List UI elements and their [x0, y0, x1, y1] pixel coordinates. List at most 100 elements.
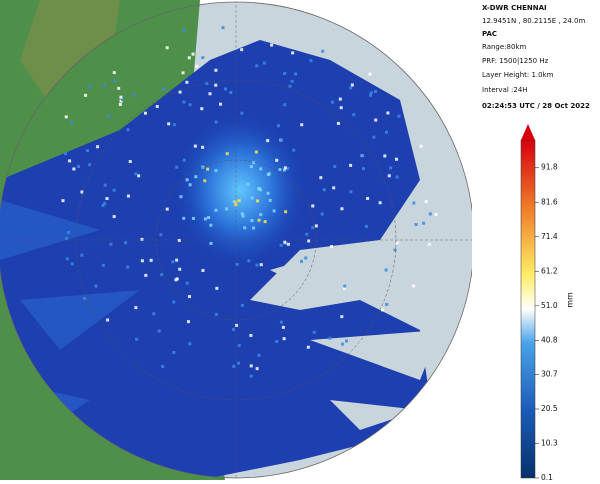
speckle [134, 172, 138, 176]
speckle [259, 213, 263, 217]
speckle [397, 114, 401, 118]
speckle [283, 103, 287, 107]
speckle [424, 200, 428, 204]
speckle [103, 201, 107, 205]
speckle [179, 195, 183, 199]
speckle [339, 106, 343, 110]
speckle [247, 259, 251, 263]
speckle [64, 237, 68, 241]
speckle [68, 159, 72, 163]
speckle [229, 91, 233, 95]
speckle [193, 144, 197, 148]
speckle [279, 138, 283, 142]
speckle [257, 218, 261, 222]
speckle [188, 103, 192, 107]
speckle [292, 148, 296, 152]
speckle [119, 95, 123, 99]
speckle [225, 152, 229, 156]
speckle [167, 122, 171, 126]
echo-area-light [0, 200, 140, 440]
speckle [282, 168, 286, 172]
speckle [343, 284, 347, 288]
speckle [84, 93, 88, 97]
speckle [279, 243, 283, 247]
speckle [362, 167, 366, 171]
speckle [160, 273, 164, 277]
speckle [314, 224, 318, 228]
speckle [427, 242, 431, 246]
speckle [103, 83, 107, 87]
speckle [214, 83, 218, 87]
speckle [144, 273, 148, 277]
speckle [208, 92, 212, 96]
colorbar-tick-label: 61.2 [541, 266, 558, 275]
speckle [320, 212, 324, 216]
speckle [332, 186, 336, 190]
map [0, 0, 472, 480]
speckle [214, 312, 218, 316]
speckle [214, 120, 218, 124]
speckle [272, 209, 276, 213]
speckle [254, 150, 258, 154]
speckle [240, 111, 244, 115]
speckle [155, 104, 159, 108]
speckle [384, 268, 388, 272]
speckle [319, 176, 323, 180]
speckle [267, 172, 271, 176]
speckle [364, 224, 368, 228]
speckle [112, 71, 116, 75]
speckle [288, 84, 292, 88]
speckle [236, 361, 240, 365]
timestamp: 02:24:53 UTC / 28 Oct 2022 [482, 102, 590, 110]
speckle [312, 330, 316, 334]
speckle [178, 90, 182, 94]
echo-core [170, 110, 310, 270]
speckle [162, 87, 166, 91]
speckle [209, 241, 213, 245]
speckle [250, 196, 254, 200]
speckle [395, 241, 399, 245]
speckle [422, 221, 426, 225]
speckle [307, 239, 311, 243]
speckle [243, 226, 247, 230]
speckle [225, 207, 229, 211]
speckle [215, 286, 219, 290]
speckle [256, 199, 260, 203]
speckle [368, 72, 372, 76]
speckle [128, 160, 132, 164]
speckle [349, 86, 353, 90]
speckle [369, 91, 373, 95]
speckle [64, 115, 68, 119]
speckle [395, 175, 399, 179]
speckle [275, 339, 279, 343]
colorbar-scale [520, 139, 536, 479]
speckle [255, 367, 259, 371]
speckle [182, 158, 186, 162]
speckle [255, 64, 259, 68]
speckle [237, 344, 241, 348]
speckle [65, 257, 69, 261]
speckle [434, 213, 438, 217]
speckles [61, 26, 438, 378]
speckle [126, 265, 130, 269]
speckle [235, 262, 239, 266]
speckle [322, 188, 326, 192]
speckle [206, 167, 210, 171]
speckle [257, 353, 261, 357]
speckle [311, 204, 315, 208]
range: Range:80km [482, 43, 527, 51]
speckle [232, 200, 236, 204]
speckle [412, 201, 416, 205]
speckle [368, 93, 372, 97]
speckle [61, 199, 65, 203]
speckle [80, 190, 84, 194]
speckle [252, 226, 256, 230]
speckle [124, 241, 128, 245]
speckle [366, 196, 370, 200]
speckle [131, 93, 135, 97]
speckle [258, 188, 262, 192]
colorbar-tick-label: 20.5 [541, 404, 558, 413]
speckle [383, 154, 387, 158]
speckle [149, 258, 153, 262]
speckle [172, 123, 176, 127]
